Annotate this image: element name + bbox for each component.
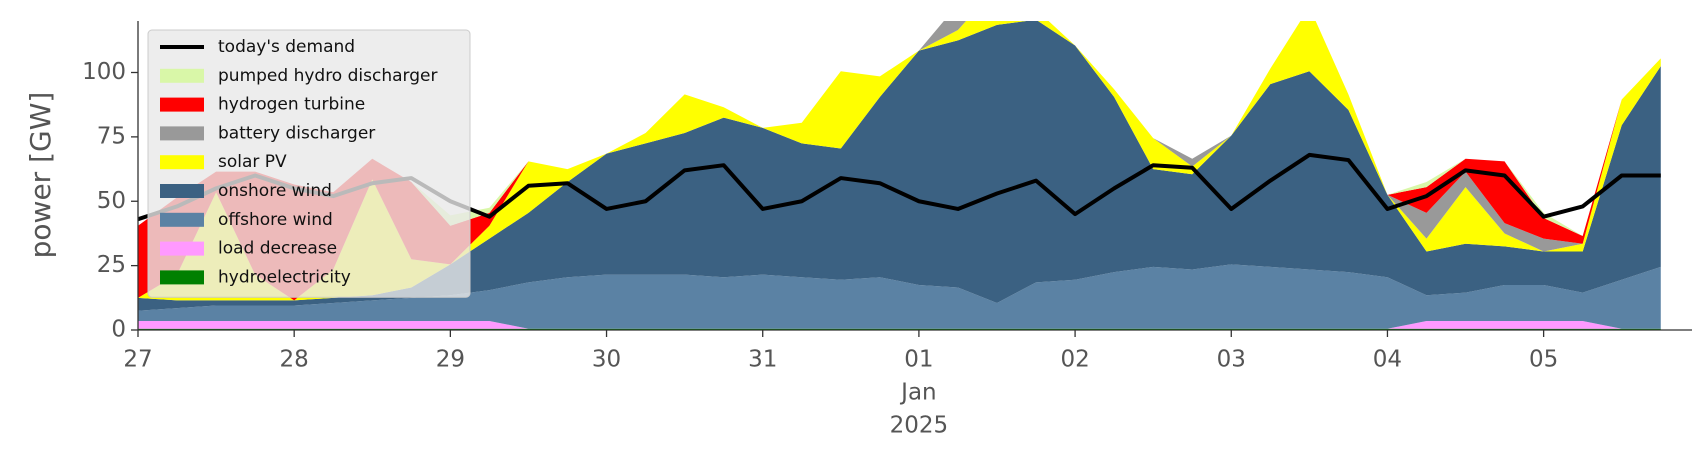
y-tick-label: 25 xyxy=(97,252,126,278)
x-tick-label: 30 xyxy=(592,347,621,373)
x-tick-label: 03 xyxy=(1217,347,1246,373)
legend-label: solar PV xyxy=(218,152,287,172)
y-tick-label: 100 xyxy=(82,59,126,85)
x-tick-year: 2025 xyxy=(890,413,949,439)
legend-swatch xyxy=(160,97,204,112)
legend: today's demand pumped hydro discharger hyd… xyxy=(147,29,471,298)
legend-label: offshore wind xyxy=(218,210,333,230)
x-tick-month: Jan xyxy=(899,380,936,406)
y-tick-label: 75 xyxy=(97,123,126,149)
area xyxy=(138,320,1661,329)
x-tick-label: 31 xyxy=(748,347,777,373)
legend-swatch xyxy=(160,241,204,256)
legend-label: today's demand xyxy=(218,37,355,57)
y-axis-label: power [GW] xyxy=(24,92,57,259)
legend-swatch xyxy=(160,212,204,227)
y-tick-label: 0 xyxy=(111,317,126,343)
legend-swatch xyxy=(160,184,204,198)
x-tick-label: 05 xyxy=(1529,347,1558,373)
legend-label: pumped hydro discharger xyxy=(218,66,437,86)
area xyxy=(138,264,1661,329)
area xyxy=(138,21,1661,311)
x-tick-label: 28 xyxy=(280,347,309,373)
x-tick-label: 02 xyxy=(1060,347,1089,373)
legend-swatch xyxy=(160,68,204,83)
x-tick-label: 27 xyxy=(123,347,152,373)
x-tick-label: 29 xyxy=(436,347,465,373)
legend-label: battery discharger xyxy=(218,123,375,143)
x-tick-label: 04 xyxy=(1373,347,1402,373)
legend-box xyxy=(147,29,471,298)
legend-label: onshore wind xyxy=(218,181,332,201)
legend-label: hydrogen turbine xyxy=(218,95,365,115)
legend-swatch xyxy=(160,126,204,141)
legend-label: load decrease xyxy=(218,239,337,259)
legend-label: hydroelectricity xyxy=(218,267,351,287)
legend-swatch xyxy=(160,155,204,170)
y-tick-label: 50 xyxy=(97,188,126,214)
legend-swatch xyxy=(160,270,204,285)
x-tick-label: 01 xyxy=(904,347,933,373)
